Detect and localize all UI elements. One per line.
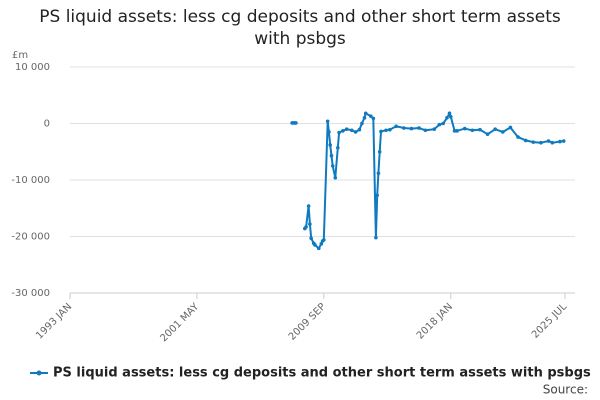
data-point (369, 114, 373, 118)
data-point (294, 121, 298, 125)
data-point (402, 126, 406, 130)
y-tick-label: -30 000 (11, 288, 50, 299)
data-point (539, 140, 543, 145)
chart-title: PS liquid assets: less cg deposits and o… (39, 7, 561, 49)
data-point (417, 126, 421, 130)
data-point (309, 236, 313, 240)
data-point (349, 128, 354, 133)
x-tick-label: 1993 JAN (34, 301, 74, 341)
x-tick-label: 2009 SEP (287, 301, 328, 342)
data-point (462, 126, 467, 131)
data-point (478, 127, 482, 132)
data-point (432, 127, 437, 131)
data-point (561, 139, 566, 143)
data-point (374, 235, 378, 240)
data-point (388, 127, 392, 132)
source-label: Source: (543, 383, 588, 397)
data-point (546, 139, 551, 143)
data-point (384, 128, 388, 133)
data-point (313, 243, 317, 247)
data-point (329, 153, 334, 158)
data-point (455, 129, 459, 133)
legend-marker (36, 370, 42, 376)
data-point (325, 119, 330, 124)
data-point (531, 140, 536, 144)
data-point (550, 140, 555, 145)
data-point (357, 127, 362, 132)
data-point (376, 171, 381, 176)
data-point (316, 246, 321, 251)
data-point (493, 127, 497, 131)
data-point (330, 164, 335, 168)
data-point (448, 114, 453, 119)
legend-label: PS liquid assets: less cg deposits and o… (53, 366, 591, 381)
data-point (322, 238, 326, 242)
data-point (362, 116, 367, 120)
data-point (470, 128, 475, 133)
data-point (379, 129, 383, 134)
data-point (360, 121, 364, 126)
y-tick-label: -20 000 (11, 232, 50, 243)
y-unit: £m (12, 50, 28, 61)
data-point (371, 116, 376, 121)
y-tick-label: 0 (44, 119, 50, 130)
data-point (441, 121, 445, 126)
data-point (447, 111, 452, 116)
data-point (445, 116, 449, 120)
data-point (377, 149, 382, 154)
x-tick-label: 2001 MAY (158, 301, 201, 344)
data-point (333, 175, 338, 180)
series-line (292, 110, 564, 250)
data-point (308, 222, 312, 226)
legend-item: PS liquid assets: less cg deposits and o… (30, 366, 591, 381)
data-point (363, 111, 368, 116)
data-point (501, 130, 505, 134)
data-point (336, 145, 340, 150)
y-tick-label: 10 000 (15, 62, 50, 73)
x-tick-label: 2025 JUL (530, 301, 570, 341)
data-point (485, 132, 490, 137)
data-point (337, 130, 341, 135)
data-point (523, 138, 528, 143)
x-tick-label: 2018 JAN (415, 301, 455, 341)
data-point (353, 130, 358, 134)
data-point (437, 122, 442, 127)
data-point (394, 124, 398, 129)
y-tick-label: -10 000 (11, 175, 50, 186)
data-point (306, 204, 311, 208)
data-point (375, 193, 379, 198)
data-point (328, 143, 332, 147)
data-point (409, 126, 414, 131)
data-point (304, 225, 308, 229)
data-point (423, 128, 428, 133)
data-point (319, 242, 324, 246)
data-point (558, 139, 562, 144)
data-point (452, 129, 457, 133)
data-point (344, 127, 349, 131)
data-point (516, 135, 520, 139)
data-point (341, 129, 345, 133)
data-point (508, 125, 513, 130)
data-point (327, 130, 331, 134)
